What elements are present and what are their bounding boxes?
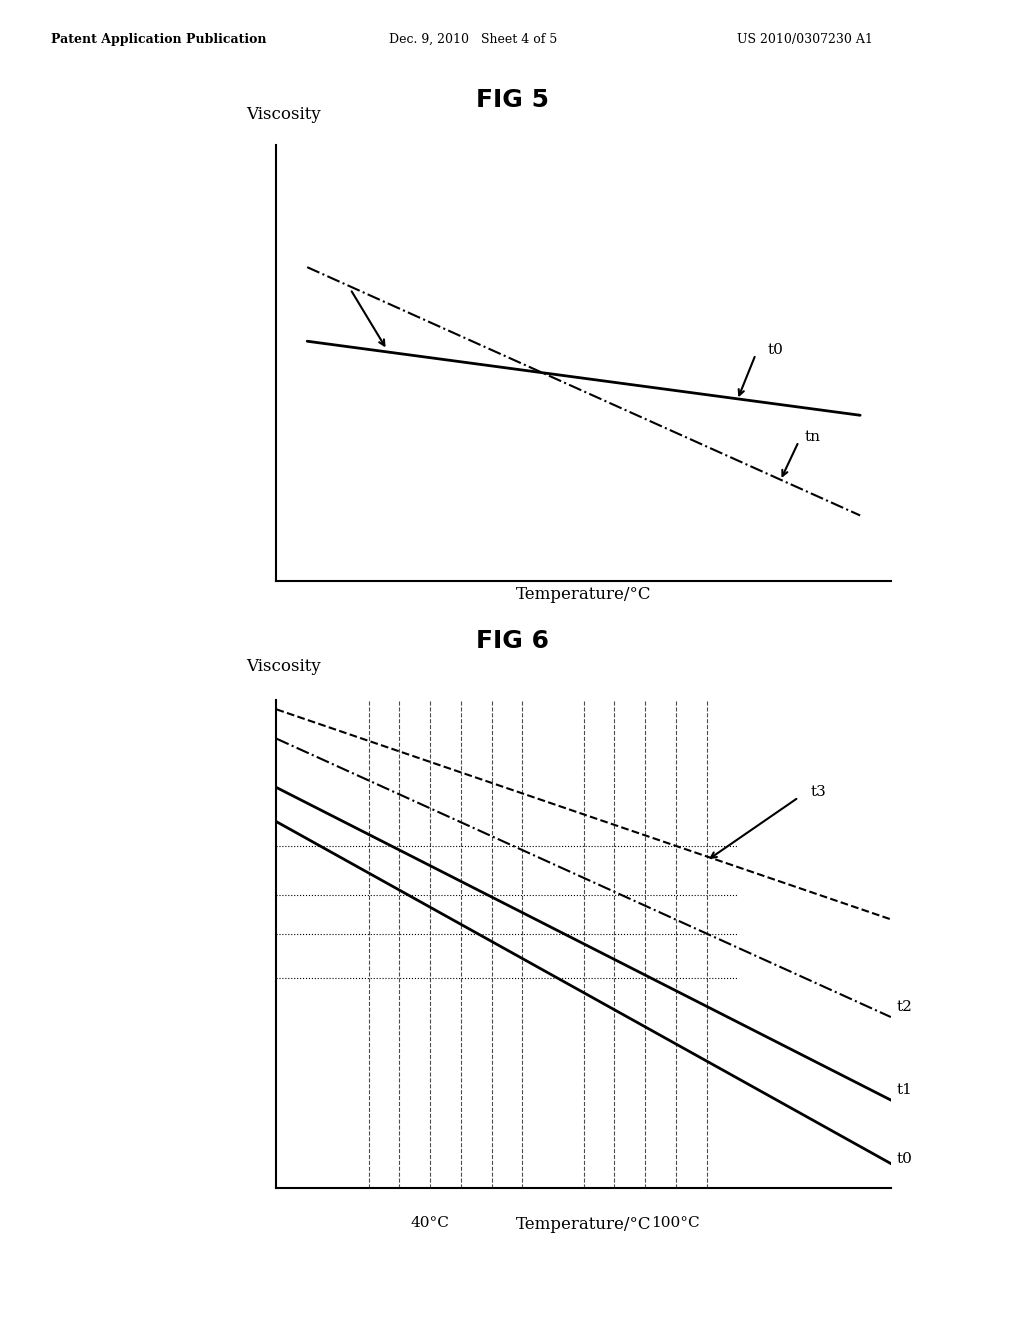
Text: t3: t3 [811,785,826,800]
Text: 100°C: 100°C [651,1216,700,1230]
Text: t2: t2 [897,1001,913,1014]
Text: Patent Application Publication: Patent Application Publication [51,33,266,46]
Text: Dec. 9, 2010   Sheet 4 of 5: Dec. 9, 2010 Sheet 4 of 5 [389,33,557,46]
Text: US 2010/0307230 A1: US 2010/0307230 A1 [737,33,873,46]
Text: t0: t0 [897,1151,913,1166]
Text: Viscosity: Viscosity [246,659,321,675]
Text: t1: t1 [897,1084,913,1097]
X-axis label: Temperature/°C: Temperature/°C [516,1216,651,1233]
Text: FIG 6: FIG 6 [475,630,549,653]
Text: 40°C: 40°C [411,1216,450,1230]
Text: t0: t0 [768,343,784,356]
Text: tn: tn [805,430,821,444]
X-axis label: Temperature/°C: Temperature/°C [516,586,651,603]
Text: FIG 5: FIG 5 [475,88,549,112]
Text: Viscosity: Viscosity [246,107,321,123]
